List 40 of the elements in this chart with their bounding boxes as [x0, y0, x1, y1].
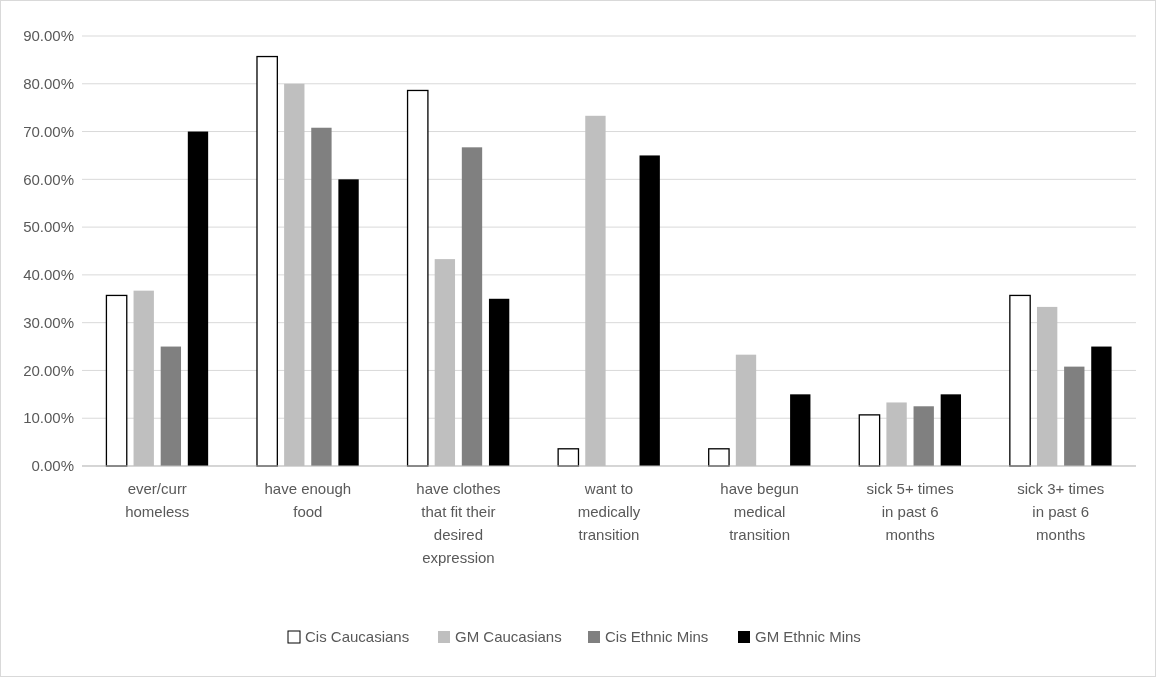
- x-tick-label: sick 5+ times in past 6 months: [866, 480, 954, 543]
- y-tick-label: 10.00%: [23, 409, 74, 427]
- bar: [488, 298, 510, 466]
- x-tick-label: have begun medical transition: [720, 480, 799, 543]
- legend-label: Cis Caucasians: [305, 628, 410, 646]
- bar: [639, 155, 660, 466]
- y-tick-label: 0.00%: [31, 457, 74, 475]
- y-tick-label: 80.00%: [23, 75, 74, 93]
- y-tick-label: 30.00%: [23, 313, 74, 331]
- y-tick-label: 40.00%: [23, 266, 74, 284]
- y-tick-label: 90.00%: [23, 27, 74, 45]
- bar: [790, 394, 811, 466]
- bar: [1009, 294, 1031, 467]
- bar: [338, 179, 359, 466]
- y-tick-label: 50.00%: [23, 218, 74, 236]
- x-tick-label: sick 3+ times in past 6 months: [1017, 480, 1105, 543]
- bar: [311, 127, 332, 466]
- bar: [708, 448, 730, 467]
- y-tick-label: 60.00%: [23, 170, 74, 188]
- bar: [256, 55, 278, 467]
- x-tick-label: want to medically transition: [577, 480, 641, 543]
- legend-label: GM Ethnic Mins: [755, 628, 861, 646]
- x-tick-label: have clothes that fit their desired expression: [416, 480, 501, 566]
- bar: [461, 147, 483, 466]
- bar: [557, 448, 580, 467]
- bar: [858, 414, 881, 467]
- legend-label: GM Caucasians: [455, 628, 562, 646]
- bar: [1064, 366, 1085, 466]
- bar: [160, 346, 182, 466]
- bar: [105, 294, 128, 467]
- bar: [406, 89, 429, 467]
- x-tick-label: ever/curr homeless: [125, 480, 190, 520]
- x-tick-label: have enough food: [264, 480, 352, 520]
- bar: [940, 394, 962, 466]
- y-tick-label: 70.00%: [23, 122, 74, 140]
- bar: [913, 406, 934, 466]
- bar: [1091, 346, 1112, 466]
- bar: [187, 131, 209, 466]
- y-tick-label: 20.00%: [23, 361, 74, 379]
- legend-label: Cis Ethnic Mins: [605, 628, 709, 646]
